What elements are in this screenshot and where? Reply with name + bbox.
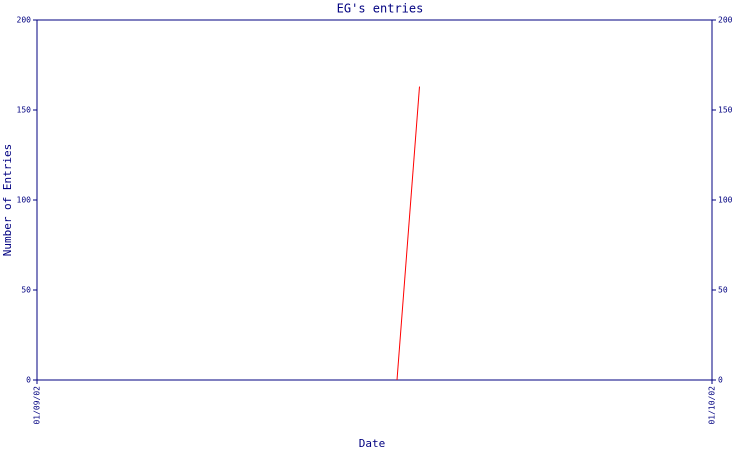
x-tick-label: 01/10/02	[708, 386, 717, 425]
y2-tick-label: 200	[718, 16, 733, 25]
y-tick-label: 200	[17, 16, 32, 25]
data-line	[396, 86, 420, 381]
y2-tick-label: 150	[718, 106, 733, 115]
y2-tick-label: 0	[718, 376, 723, 385]
chart-title: EG's entries	[337, 2, 424, 16]
y-tick-label: 0	[26, 376, 31, 385]
y2-tick-label: 100	[718, 196, 733, 205]
y2-tick-label: 50	[718, 286, 728, 295]
x-axis-label: Date	[359, 437, 386, 450]
y-tick-label: 50	[21, 286, 31, 295]
y-tick-label: 150	[17, 106, 32, 115]
y-tick-label: 100	[17, 196, 32, 205]
x-tick-label: 01/09/02	[33, 386, 42, 425]
y-axis-label: Number of Entries	[1, 144, 14, 257]
